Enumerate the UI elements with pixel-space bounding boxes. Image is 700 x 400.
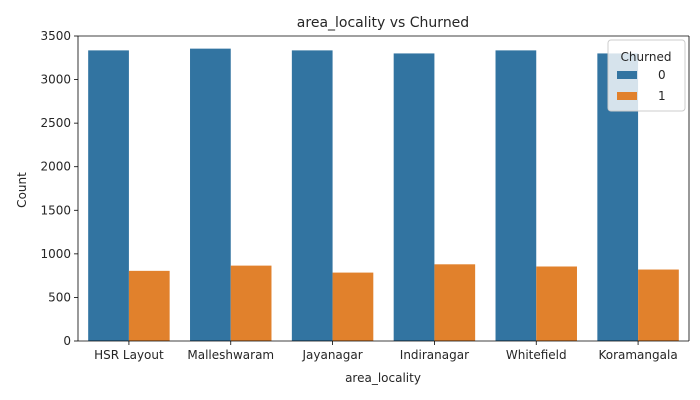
x-tick-label: Malleshwaram [187,348,274,362]
bar-whitefield-series-0 [495,50,537,341]
legend-swatch-1 [617,92,637,100]
y-tick-label: 3500 [40,29,71,43]
y-axis-label: Count [15,172,29,208]
x-tick-label: Jayanagar [301,348,362,362]
bar-malleshwaram-series-0 [190,48,231,341]
bar-indiranagar-series-0 [393,53,435,342]
y-axis: 0 500 1000 1500 2000 2500 3000 3500 [40,29,78,348]
y-tick-label: 2000 [40,160,71,174]
y-tick-label: 2500 [40,116,71,130]
x-tick-label: Indiranagar [400,348,469,362]
y-tick-label: 0 [63,334,71,348]
bar-malleshwaram-series-1 [230,265,272,341]
y-tick-label: 1000 [40,247,71,261]
bar-jayanagar-series-0 [291,50,333,341]
x-tick-label: HSR Layout [94,348,164,362]
legend-label-1: 1 [658,89,666,103]
y-tick-label: 1500 [40,203,71,217]
plot-area [77,35,690,342]
x-axis-label: area_locality [345,371,421,385]
y-tick-label: 3000 [40,73,71,87]
bar-indiranagar-series-1 [434,264,476,341]
bar-hsr-layout-series-0 [88,50,129,341]
legend-swatch-0 [617,71,637,79]
bar-koramangala-series-1 [638,269,679,341]
bar-whitefield-series-1 [536,266,577,341]
chart-title: area_locality vs Churned [297,15,469,31]
legend-label-0: 0 [658,68,666,82]
legend-entries: 01 [617,68,666,103]
x-tick-label: Koramangala [598,348,677,362]
bar-jayanagar-series-1 [332,272,374,341]
bar-hsr-layout-series-1 [128,270,170,341]
legend: Churned 01 [607,39,686,112]
x-tick-label: Whitefield [506,348,567,362]
legend-title: Churned [621,50,672,64]
x-axis: HSR Layout Malleshwaram Jayanagar Indiranag… [94,341,678,362]
y-tick-label: 500 [48,290,71,304]
